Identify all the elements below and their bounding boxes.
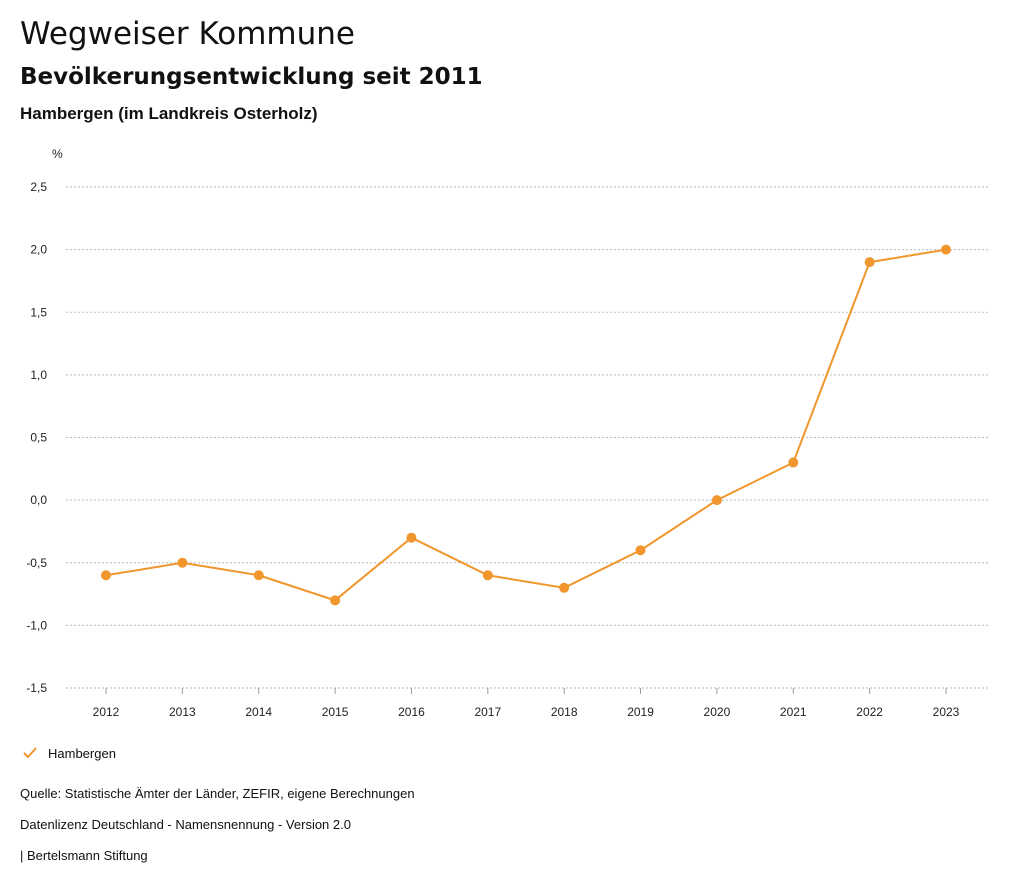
x-tick-label: 2021: [780, 705, 807, 719]
data-point: [559, 582, 570, 593]
axis-layer: % 2,5 2,0 1,5 1,0 0,5 0,0 -0,5 -1,0 -1,5 2012 2013 2…: [26, 147, 959, 719]
data-point: [864, 257, 875, 268]
region-title: Hambergen (im Landkreis Osterholz): [20, 104, 318, 123]
x-tick-label: 2016: [398, 705, 425, 719]
x-tick-label: 2017: [474, 705, 501, 719]
series-line: [105, 248, 947, 602]
x-tick-label: 2012: [93, 705, 120, 719]
line-chart: % 2,5 2,0 1,5 1,0 0,5 0,0 -0,5 -1,0 -1,5 2012 2013 2…: [26, 147, 990, 719]
app-title: Wegweiser Kommune: [20, 16, 355, 52]
y-tick-label: 1,0: [30, 368, 47, 382]
checkmark-icon[interactable]: [22, 745, 38, 761]
legend[interactable]: Hambergen: [22, 745, 116, 761]
data-point: [101, 570, 111, 581]
source-note: Quelle: Statistische Ämter der Länder, Z…: [20, 786, 415, 801]
data-point: [788, 457, 799, 468]
publisher-note: | Bertelsmann Stiftung: [20, 848, 148, 863]
y-axis-unit-label: %: [52, 147, 63, 161]
y-tick-label: 0,5: [30, 431, 47, 445]
legend-label: Hambergen: [48, 745, 116, 761]
x-tick-label: 2014: [245, 705, 272, 719]
y-tick-label: 2,5: [30, 180, 47, 194]
x-tick-label: 2015: [322, 705, 349, 719]
y-tick-label: 2,0: [30, 243, 47, 257]
x-tick-label: 2018: [551, 705, 578, 719]
y-tick-label: -1,5: [26, 681, 47, 695]
x-tick-label: 2019: [627, 705, 654, 719]
data-point: [941, 244, 951, 255]
data-point: [177, 557, 188, 568]
series-layer: [101, 244, 951, 606]
y-tick-label: -1,0: [26, 618, 47, 632]
y-tick-label: -0,5: [26, 556, 47, 570]
x-tick-label: 2023: [933, 705, 960, 719]
license-note: Datenlizenz Deutschland - Namensnennung …: [20, 817, 351, 832]
x-tick-label: 2022: [856, 705, 883, 719]
y-tick-label: 0,0: [30, 493, 47, 507]
data-point: [330, 595, 341, 606]
data-point: [253, 570, 264, 581]
chart-subtitle: Bevölkerungsentwicklung seit 2011: [20, 64, 483, 90]
x-tick-label: 2020: [704, 705, 731, 719]
data-point: [406, 532, 417, 543]
data-point: [635, 545, 646, 556]
x-tick-label: 2013: [169, 705, 196, 719]
grid-layer: [66, 186, 990, 689]
data-point: [482, 570, 493, 581]
y-tick-label: 1,5: [30, 305, 47, 319]
data-point: [711, 495, 722, 506]
